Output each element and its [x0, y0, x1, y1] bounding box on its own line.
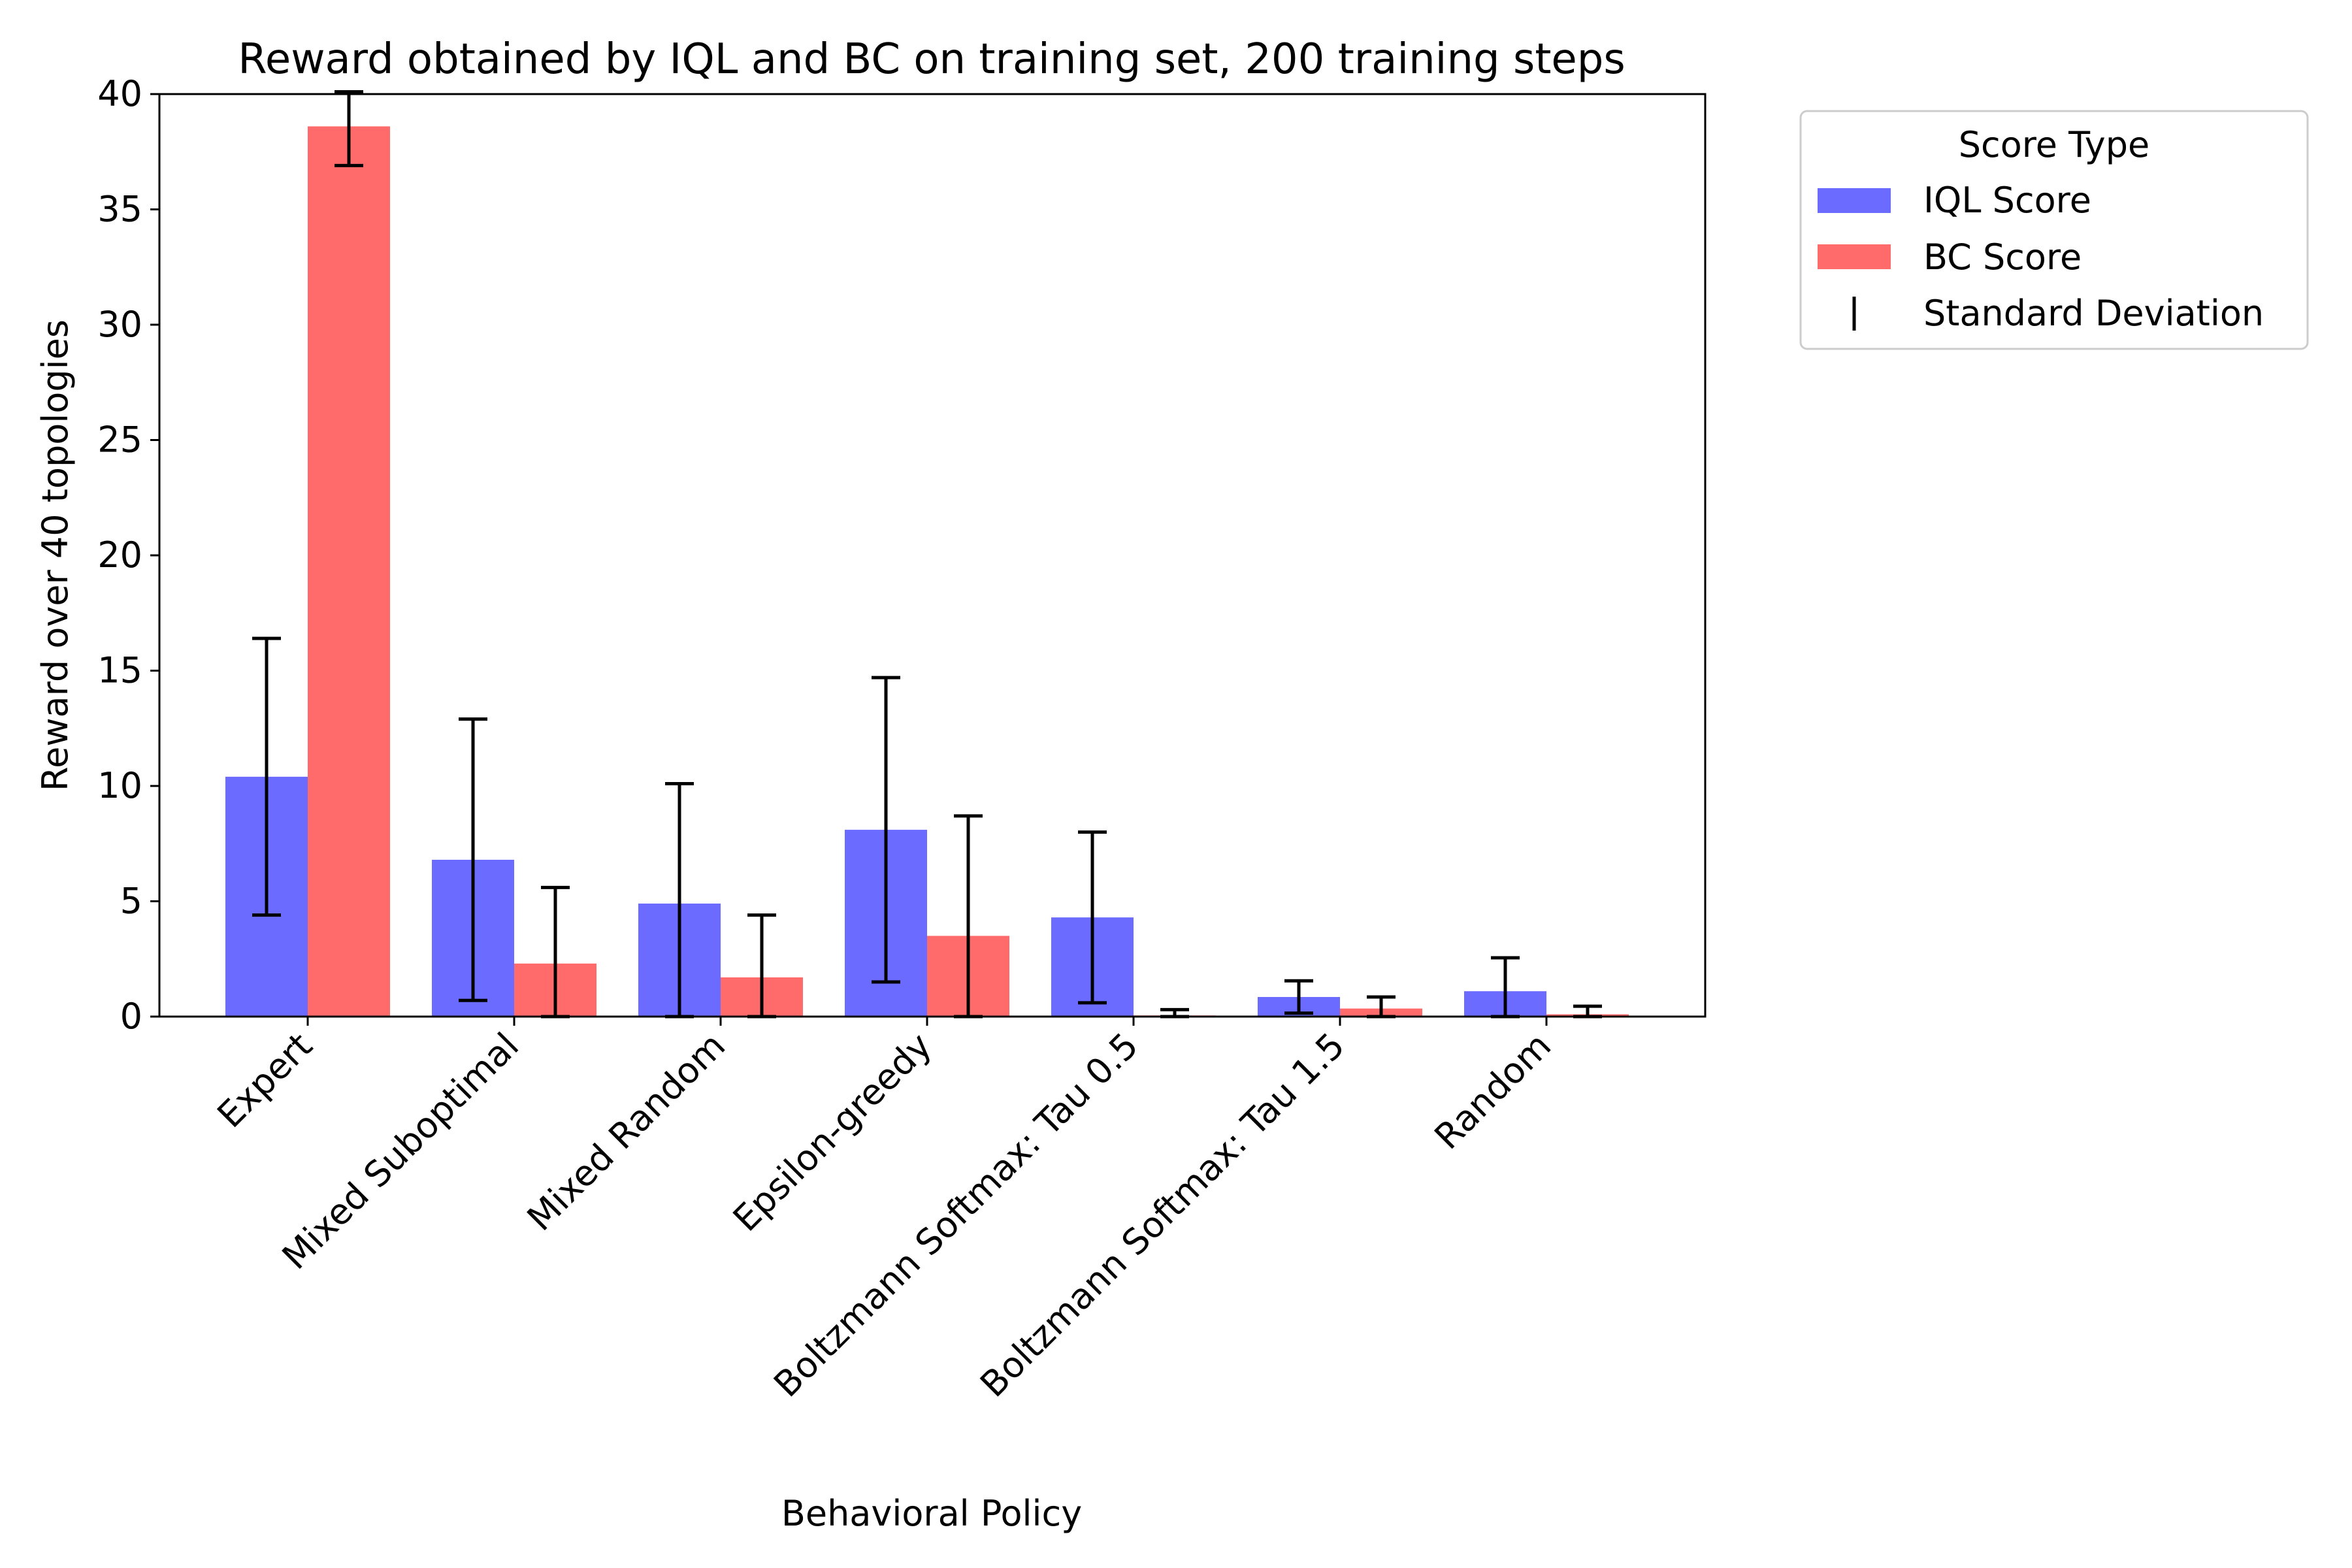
bc-bar — [308, 126, 390, 1017]
y-tick-label: 30 — [97, 304, 142, 345]
y-tick-label: 15 — [97, 650, 142, 691]
plot-frame — [158, 93, 1707, 1018]
x-tick-label: Boltzmann Softmax: Tau 0.5 — [766, 1025, 1146, 1405]
error-bars-layer — [252, 90, 1602, 1019]
legend-box — [1799, 110, 2309, 350]
y-tick-label: 10 — [97, 765, 142, 806]
legend-swatch-bc — [1818, 244, 1891, 269]
legend-swatch-iql — [1818, 188, 1891, 213]
y-tick-label: 25 — [97, 419, 142, 461]
y-axis-label: Reward over 40 topologies — [35, 319, 76, 791]
chart-title: Reward obtained by IQL and BC on trainin… — [238, 35, 1625, 84]
x-tick-label: Random — [1427, 1025, 1560, 1158]
x-tick-label: Epsilon-greedy — [725, 1025, 939, 1239]
y-tick-label: 35 — [97, 189, 142, 230]
y-tick-label: 40 — [97, 73, 142, 114]
y-axis: 0 5 10 15 20 25 30 35 40 — [97, 73, 159, 1037]
legend: Score Type IQL Score BC Score Standard D… — [1799, 110, 2309, 350]
bars-layer — [225, 126, 1629, 1017]
legend-label-bc: BC Score — [1923, 237, 2082, 278]
legend-title: Score Type — [1959, 124, 2149, 165]
x-tick-label: Mixed Random — [519, 1025, 733, 1239]
x-axis-label: Behavioral Policy — [781, 1493, 1082, 1534]
legend-label-stddev: Standard Deviation — [1923, 293, 2264, 334]
y-tick-label: 0 — [120, 996, 142, 1037]
y-tick-label: 20 — [97, 534, 142, 576]
x-tick-label: Boltzmann Softmax: Tau 1.5 — [972, 1025, 1352, 1405]
x-tick-label: Expert — [210, 1025, 321, 1136]
legend-label-iql: IQL Score — [1923, 180, 2091, 221]
x-tick-label: Mixed Suboptimal — [274, 1025, 527, 1277]
y-tick-label: 5 — [120, 881, 142, 922]
